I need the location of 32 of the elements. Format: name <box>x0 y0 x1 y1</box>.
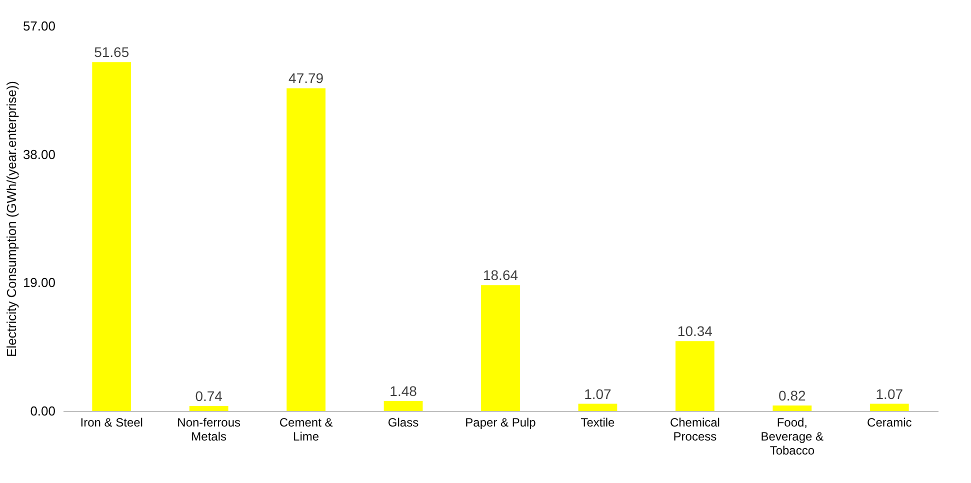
x-tick-label: Iron & Steel <box>80 416 143 430</box>
x-tick-label: Textile <box>580 416 616 430</box>
data-label: 10.34 <box>677 323 713 340</box>
y-tick-label: 38.00 <box>22 146 56 162</box>
data-label: 1.07 <box>876 386 904 402</box>
y-tick-label: 57.00 <box>22 18 56 34</box>
x-tick-label: Ceramic <box>867 416 912 430</box>
bar <box>578 404 618 411</box>
y-axis-title: Electricity Consumption (GWh/(year.enterprise)) <box>4 81 19 357</box>
bar <box>870 404 909 411</box>
data-label: 1.07 <box>584 386 612 402</box>
x-tick-label: Non-ferrous Metals <box>177 416 241 444</box>
bar <box>481 285 520 411</box>
data-label: 0.82 <box>778 387 806 404</box>
data-label: 1.48 <box>390 383 418 400</box>
x-tick-label: Food, Beverage & Tobacco <box>760 416 824 458</box>
y-tick-label: 19.00 <box>22 275 56 290</box>
x-tick-label: Glass <box>388 416 419 430</box>
data-label: 51.65 <box>94 44 130 60</box>
data-label: 0.74 <box>195 388 223 404</box>
x-tick-label: Paper & Pulp <box>465 416 536 430</box>
bar <box>286 88 326 411</box>
bar <box>384 401 423 411</box>
y-tick-label: 0.00 <box>30 404 56 418</box>
x-tick-label: Cement & Lime <box>279 416 333 444</box>
data-label: 18.64 <box>482 267 518 284</box>
data-label: 47.79 <box>288 70 324 86</box>
bar <box>772 405 812 411</box>
x-tick-label: Chemical Process <box>670 416 720 444</box>
bar <box>189 406 228 411</box>
bar <box>676 341 714 411</box>
bar <box>92 62 132 411</box>
